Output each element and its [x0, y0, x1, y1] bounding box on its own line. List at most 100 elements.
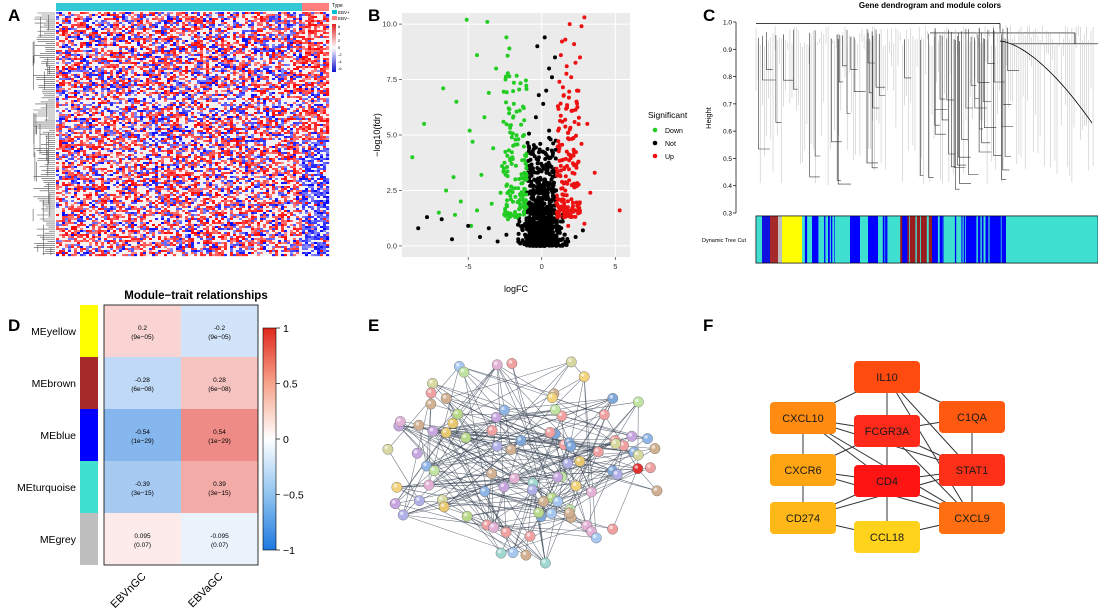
heatmap-cell: [74, 78, 78, 81]
heatmap-cell: [137, 26, 141, 29]
heatmap-cell: [161, 114, 165, 117]
heatmap-cell: [275, 68, 279, 71]
heatmap-cell: [320, 106, 324, 109]
heatmap-cell: [299, 62, 303, 65]
heatmap-cell: [155, 66, 159, 69]
heatmap-cell: [320, 82, 324, 85]
heatmap-cell: [104, 94, 108, 97]
heatmap-cell: [245, 82, 249, 85]
heatmap-cell: [245, 54, 249, 57]
heatmap-cell: [326, 102, 330, 105]
heatmap-cell: [209, 20, 213, 23]
heatmap-cell: [128, 76, 132, 79]
heatmap-cell: [215, 20, 219, 23]
heatmap-cell: [305, 92, 309, 95]
heatmap-cell: [320, 72, 324, 75]
heatmap-cell: [263, 112, 267, 115]
heatmap-cell: [272, 16, 276, 19]
heatmap-cell: [233, 56, 237, 59]
heatmap-cell: [152, 112, 156, 115]
heatmap-cell: [293, 54, 297, 57]
heatmap-cell: [128, 28, 132, 31]
heatmap-cell: [74, 76, 78, 79]
heatmap-cell: [212, 62, 216, 65]
heatmap-cell: [323, 18, 327, 21]
heatmap-cell: [125, 26, 129, 29]
heatmap-cell: [269, 104, 273, 107]
heatmap-cell: [320, 68, 324, 71]
heatmap-cell: [233, 26, 237, 29]
heatmap-cell: [302, 60, 306, 63]
heatmap-cell: [101, 110, 105, 113]
heatmap-cell: [215, 96, 219, 99]
heatmap-cell: [77, 40, 81, 43]
heatmap-cell: [236, 12, 240, 15]
heatmap-cell: [239, 20, 243, 23]
heatmap-cell: [98, 68, 102, 71]
heatmap-cell: [146, 14, 150, 17]
heatmap-cell: [197, 36, 201, 39]
heatmap-cell: [143, 12, 147, 15]
heatmap-cell: [248, 90, 252, 93]
heatmap-cell: [206, 116, 210, 119]
heatmap-cell: [113, 108, 117, 111]
heatmap-cell: [230, 110, 234, 113]
heatmap-cell: [188, 20, 192, 23]
heatmap-cell: [128, 84, 132, 87]
heatmap-cell: [179, 100, 183, 103]
heatmap-cell: [251, 108, 255, 111]
heatmap-cell: [125, 66, 129, 69]
heatmap-cell: [80, 54, 84, 57]
heatmap-cell: [287, 84, 291, 87]
heatmap-cell: [230, 28, 234, 31]
heatmap-cell: [242, 18, 246, 21]
heatmap-cell: [134, 14, 138, 17]
heatmap-cell: [308, 60, 312, 63]
heatmap-cell: [140, 62, 144, 65]
heatmap-cell: [284, 68, 288, 71]
heatmap-cell: [239, 26, 243, 29]
heatmap-cell: [227, 86, 231, 89]
heatmap-cell: [206, 56, 210, 59]
heatmap-cell: [275, 80, 279, 83]
heatmap-cell: [251, 112, 255, 115]
heatmap-cell: [257, 120, 261, 123]
heatmap-cell: [200, 94, 204, 97]
heatmap-cell: [176, 32, 180, 35]
heatmap-cell: [68, 12, 72, 15]
heatmap-cell: [182, 70, 186, 73]
heatmap-cell: [227, 82, 231, 85]
heatmap-cell: [311, 108, 315, 111]
heatmap-cell: [128, 74, 132, 77]
heatmap-cell: [212, 106, 216, 109]
heatmap-cell: [104, 90, 108, 93]
heatmap-cell: [179, 66, 183, 69]
heatmap-cell: [137, 94, 141, 97]
heatmap-cell: [77, 88, 81, 91]
heatmap-cell: [197, 78, 201, 81]
heatmap-cell: [77, 120, 81, 123]
heatmap-cell: [164, 22, 168, 25]
heatmap-cell: [212, 26, 216, 29]
heatmap-cell: [71, 86, 75, 89]
heatmap-cell: [200, 90, 204, 93]
heatmap-cell: [293, 40, 297, 43]
heatmap-cell: [80, 96, 84, 99]
heatmap-cell: [326, 98, 330, 101]
heatmap-cell: [158, 64, 162, 67]
heatmap-cell: [269, 34, 273, 37]
heatmap-cell: [89, 60, 93, 63]
heatmap-cell: [62, 12, 66, 15]
heatmap-cell: [245, 94, 249, 97]
heatmap-cell: [233, 54, 237, 57]
heatmap-cell: [176, 98, 180, 101]
heatmap-cell: [74, 102, 78, 105]
heatmap-cell: [302, 58, 306, 61]
heatmap-cell: [293, 56, 297, 59]
heatmap-cell: [257, 88, 261, 91]
heatmap-cell: [212, 32, 216, 35]
heatmap-cell: [86, 120, 90, 123]
heatmap-cell: [248, 108, 252, 111]
heatmap-cell: [299, 74, 303, 77]
heatmap-cell: [290, 96, 294, 99]
